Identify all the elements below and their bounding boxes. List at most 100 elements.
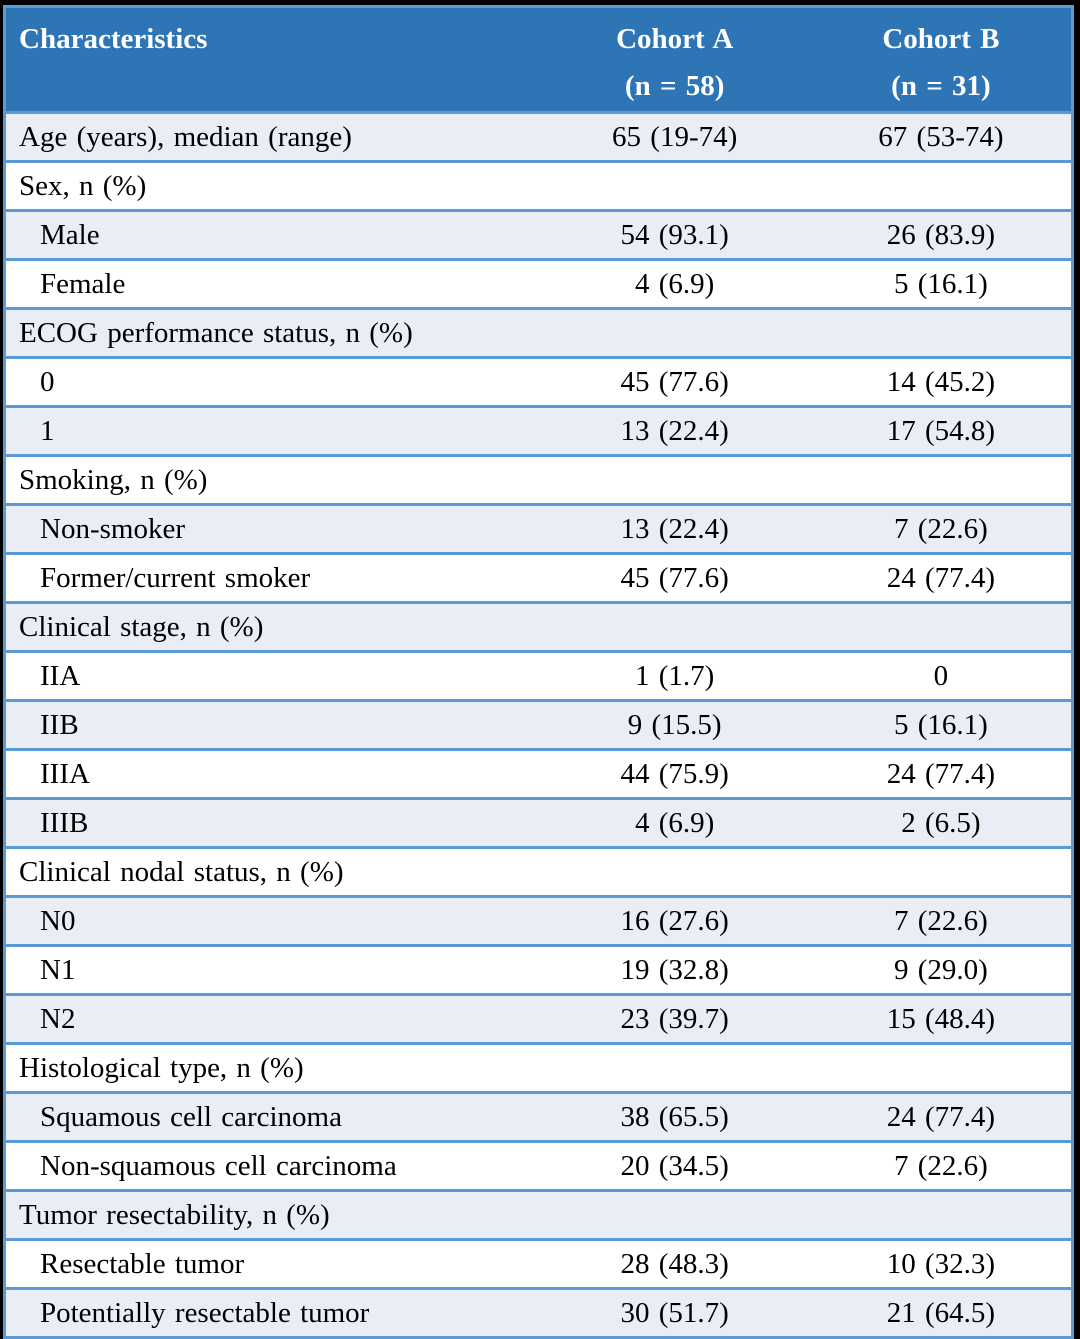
cohort-b-value: 21 (64.5) bbox=[886, 1296, 996, 1329]
table-row: N0 16 (27.6) 7 (22.6) bbox=[4, 896, 1073, 946]
row-label: N1 bbox=[40, 953, 76, 986]
row-label: 1 bbox=[40, 414, 55, 447]
cohort-a-value bbox=[539, 1044, 811, 1093]
cohort-a-value: 4 (6.9) bbox=[635, 806, 715, 839]
cohort-a-value: 45 (77.6) bbox=[620, 561, 729, 594]
row-label: N2 bbox=[40, 1002, 76, 1035]
row-label: N0 bbox=[40, 904, 76, 937]
row-label: Sex, n (%) bbox=[19, 169, 147, 202]
table-row: N2 23 (39.7) 15 (48.4) bbox=[4, 994, 1073, 1044]
header-cohort-b-title: Cohort B bbox=[882, 23, 1000, 55]
table-row: ECOG performance status, n (%) bbox=[4, 308, 1073, 358]
cohort-b-value bbox=[811, 162, 1073, 211]
table-row: N1 19 (32.8) 9 (29.0) bbox=[4, 945, 1073, 995]
cohort-b-value bbox=[811, 848, 1073, 897]
cohort-a-value: 65 (19-74) bbox=[612, 120, 738, 153]
cohort-a-value: 20 (34.5) bbox=[620, 1149, 729, 1182]
row-label: Clinical stage, n (%) bbox=[19, 610, 264, 643]
table-row: Potentially resectable tumor 30 (51.7) 2… bbox=[4, 1288, 1073, 1338]
row-label: Non-smoker bbox=[40, 512, 185, 545]
table-body: Age (years), median (range) 65 (19-74) 6… bbox=[4, 112, 1073, 1338]
cohort-b-value: 10 (32.3) bbox=[886, 1247, 996, 1280]
row-label: Squamous cell carcinoma bbox=[40, 1100, 342, 1133]
row-label: ECOG performance status, n (%) bbox=[19, 316, 413, 349]
table-row: Tumor resectability, n (%) bbox=[4, 1190, 1073, 1240]
table-row: IIB 9 (15.5) 5 (16.1) bbox=[4, 700, 1073, 750]
cohort-a-value bbox=[539, 309, 811, 358]
cohort-b-value: 67 (53-74) bbox=[878, 120, 1004, 153]
table-row: Female 4 (6.9) 5 (16.1) bbox=[4, 259, 1073, 309]
row-label: Age (years), median (range) bbox=[19, 120, 352, 153]
cohort-a-value: 45 (77.6) bbox=[620, 365, 729, 398]
cohort-b-value: 24 (77.4) bbox=[886, 561, 996, 594]
cohort-b-value: 9 (29.0) bbox=[894, 953, 988, 986]
cohort-a-value bbox=[539, 162, 811, 211]
cohort-b-value: 5 (16.1) bbox=[894, 267, 988, 300]
table-row: IIIA 44 (75.9) 24 (77.4) bbox=[4, 749, 1073, 799]
cohort-b-value bbox=[811, 1191, 1073, 1240]
cohort-a-value bbox=[539, 848, 811, 897]
table-row: Non-smoker 13 (22.4) 7 (22.6) bbox=[4, 504, 1073, 554]
cohort-a-value: 16 (27.6) bbox=[620, 904, 729, 937]
cohort-b-value: 15 (48.4) bbox=[886, 1002, 996, 1035]
cohort-a-value: 1 (1.7) bbox=[635, 659, 715, 692]
header-characteristics: Characteristics bbox=[4, 6, 539, 114]
table-row: 1 13 (22.4) 17 (54.8) bbox=[4, 406, 1073, 456]
row-label: Smoking, n (%) bbox=[19, 463, 208, 496]
cohort-a-value: 30 (51.7) bbox=[620, 1296, 729, 1329]
table-row: Squamous cell carcinoma 38 (65.5) 24 (77… bbox=[4, 1092, 1073, 1142]
row-label: IIIA bbox=[40, 757, 90, 790]
header-cohort-a-n: (n = 58) bbox=[624, 70, 725, 102]
cohort-a-value: 9 (15.5) bbox=[627, 708, 722, 741]
table-row: IIIB 4 (6.9) 2 (6.5) bbox=[4, 798, 1073, 848]
table-row: Resectable tumor 28 (48.3) 10 (32.3) bbox=[4, 1239, 1073, 1289]
table-frame: Characteristics Cohort A (n = 58) Cohort… bbox=[3, 5, 1074, 1339]
table-row: Smoking, n (%) bbox=[4, 455, 1073, 505]
row-label: IIIB bbox=[40, 806, 89, 839]
table-row: Histological type, n (%) bbox=[4, 1043, 1073, 1093]
cohort-b-value: 7 (22.6) bbox=[894, 904, 988, 937]
cohort-a-value bbox=[539, 456, 811, 505]
table-row: Non-squamous cell carcinoma 20 (34.5) 7 … bbox=[4, 1141, 1073, 1191]
header-cohort-b-n: (n = 31) bbox=[891, 70, 991, 102]
cohort-a-value: 28 (48.3) bbox=[620, 1247, 729, 1280]
cohort-b-value: 0 bbox=[933, 659, 949, 692]
table-row: Sex, n (%) bbox=[4, 161, 1073, 211]
cohort-a-value: 13 (22.4) bbox=[620, 414, 729, 447]
cohort-b-value bbox=[811, 1044, 1073, 1093]
row-label: 0 bbox=[40, 365, 55, 398]
cohort-b-value: 14 (45.2) bbox=[886, 365, 996, 398]
cohort-a-value: 54 (93.1) bbox=[620, 218, 729, 251]
cohort-a-value: 38 (65.5) bbox=[620, 1100, 729, 1133]
cohort-b-value bbox=[811, 309, 1073, 358]
table-row: Age (years), median (range) 65 (19-74) 6… bbox=[4, 112, 1073, 162]
cohort-b-value: 17 (54.8) bbox=[886, 414, 996, 447]
header-row: Characteristics Cohort A (n = 58) Cohort… bbox=[4, 6, 1073, 114]
header-cohort-b: Cohort B (n = 31) bbox=[810, 6, 1073, 114]
row-label: Tumor resectability, n (%) bbox=[19, 1198, 330, 1231]
header-cohort-a-title: Cohort A bbox=[616, 23, 734, 55]
row-label: Female bbox=[40, 267, 126, 300]
cohort-b-value: 5 (16.1) bbox=[894, 708, 988, 741]
row-label: Clinical nodal status, n (%) bbox=[19, 855, 344, 888]
table-row: 0 45 (77.6) 14 (45.2) bbox=[4, 357, 1073, 407]
cohort-b-value: 26 (83.9) bbox=[886, 218, 996, 251]
table-row: Clinical stage, n (%) bbox=[4, 602, 1073, 652]
table-header: Characteristics Cohort A (n = 58) Cohort… bbox=[4, 6, 1073, 114]
row-label: Former/current smoker bbox=[40, 561, 311, 594]
row-label: IIA bbox=[40, 659, 81, 692]
row-label: IIB bbox=[40, 708, 79, 741]
cohort-a-value: 4 (6.9) bbox=[635, 267, 715, 300]
table-row: IIA 1 (1.7) 0 bbox=[4, 651, 1073, 701]
table-row: Clinical nodal status, n (%) bbox=[4, 847, 1073, 897]
row-label: Non-squamous cell carcinoma bbox=[40, 1149, 397, 1182]
cohort-b-value: 24 (77.4) bbox=[886, 1100, 996, 1133]
cohort-a-value: 44 (75.9) bbox=[620, 757, 729, 790]
header-cohort-a: Cohort A (n = 58) bbox=[538, 6, 811, 114]
cohort-b-value bbox=[811, 456, 1073, 505]
table-row: Former/current smoker 45 (77.6) 24 (77.4… bbox=[4, 553, 1073, 603]
row-label: Resectable tumor bbox=[40, 1247, 245, 1280]
cohort-a-value: 19 (32.8) bbox=[620, 953, 729, 986]
characteristics-table: Characteristics Cohort A (n = 58) Cohort… bbox=[3, 5, 1074, 1339]
header-characteristics-label: Characteristics bbox=[19, 23, 208, 55]
